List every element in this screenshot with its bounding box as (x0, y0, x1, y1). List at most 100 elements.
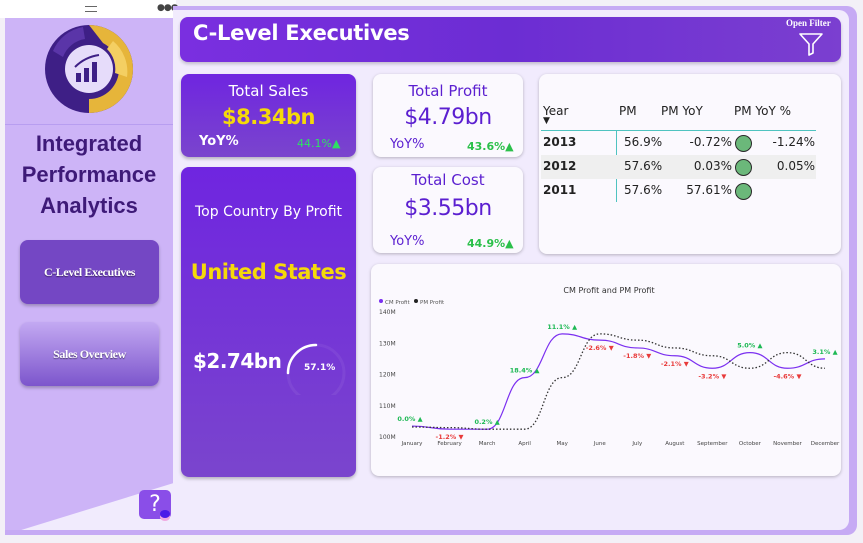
pm-table-header: Year ▼ PM PM YoY PM YoY % (541, 100, 816, 131)
top-country-name: United States (190, 260, 347, 284)
page-title: C-Level Executives (193, 21, 410, 45)
nav-sales-overview-button[interactable]: Sales Overview (20, 322, 159, 386)
profit-chart-card (371, 264, 841, 476)
sidebar-topbar: ●●● (0, 0, 179, 18)
analytics-logo-icon (45, 25, 133, 113)
app-title-line: Analytics (40, 193, 138, 218)
total-sales-card: Total Sales $8.34bn YoY% 44.1%▲ (181, 74, 356, 157)
gauge-arc (286, 343, 318, 375)
y-tick-label: 100M (379, 434, 396, 441)
top-country-gauge-label: 57.1% (304, 363, 336, 373)
total-profit-value: $4.79bn (404, 105, 492, 130)
up-triangle-icon: ▲ (331, 137, 341, 150)
x-tick-label: March (479, 441, 496, 447)
cm-profit-line (411, 333, 826, 430)
legend-pm-label: PM Profit (420, 300, 445, 306)
x-tick-label: November (773, 441, 802, 447)
data-label: 11.1% ▲ (547, 323, 577, 331)
funnel-icon[interactable] (798, 32, 824, 56)
y-tick-label: 130M (379, 340, 396, 347)
data-label: 18.4% ▲ (510, 367, 540, 375)
data-label: -2.6% ▼ (586, 344, 614, 352)
up-triangle-icon: ▲ (505, 140, 514, 153)
sidebar-corner-decoration (5, 482, 177, 535)
data-label: -4.6% ▼ (773, 372, 801, 380)
table-row: 2011 57.6% 57.61% (541, 179, 816, 203)
table-row: 2012 57.6% 0.03% 0.05% (541, 155, 816, 179)
x-tick-label: May (556, 441, 568, 447)
data-label: -3.2% ▼ (698, 372, 726, 380)
pm-yoy-pct-cell: 0.05% (776, 159, 815, 173)
data-label: 0.2% ▲ (474, 418, 499, 426)
sort-descending-icon[interactable]: ▼ (543, 116, 550, 126)
status-dot-icon (735, 159, 752, 176)
column-header-year[interactable]: Year (543, 104, 569, 118)
data-label: -2.1% ▼ (661, 360, 689, 368)
top-country-gauge (286, 343, 346, 395)
table-row: 2013 56.9% -0.72% -1.24% (541, 131, 816, 155)
x-tick-label: April (518, 441, 531, 447)
total-profit-yoy-pct: 43.6% (467, 140, 506, 153)
pm-yoy-cell: 57.61% (686, 183, 732, 197)
app-title-line: Performance (21, 162, 157, 187)
profit-line-chart: CM Profit and PM Profit CM Profit PM Pro… (379, 286, 840, 447)
header-bar (180, 17, 841, 62)
chart-title: CM Profit and PM Profit (563, 286, 654, 295)
total-sales-value: $8.34bn (222, 105, 315, 129)
x-tick-label: October (739, 441, 762, 447)
legend-pm-marker (414, 299, 418, 303)
total-cost-yoy-value: 44.9%▲ (467, 237, 514, 250)
y-tick-label: 140M (379, 309, 396, 316)
x-tick-label: June (593, 441, 607, 447)
help-badge-icon (160, 510, 170, 518)
pm-yoy-cell: 0.03% (693, 159, 732, 173)
total-profit-yoy-value: 43.6%▲ (467, 140, 514, 153)
up-triangle-icon: ▲ (505, 237, 514, 250)
x-tick-label: September (697, 441, 728, 447)
year-cell: 2012 (543, 159, 577, 173)
total-sales-yoy-label: YoY% (199, 134, 239, 149)
data-label: 3.1% ▲ (812, 348, 837, 356)
pm-yoy-pct-cell: -1.24% (772, 135, 815, 149)
year-cell: 2013 (543, 135, 577, 149)
app-title-line: Integrated (35, 131, 143, 156)
total-cost-value: $3.55bn (404, 196, 492, 221)
total-cost-yoy-label: YoY% (390, 234, 425, 249)
top-country-title: Top Country By Profit (195, 204, 342, 220)
x-tick-label: December (811, 441, 840, 447)
data-label: 5.0% ▲ (737, 342, 762, 350)
app-title: Integrated Performance Analytics (5, 128, 173, 221)
top-country-card: Top Country By Profit United States $2.7… (181, 167, 356, 477)
hamburger-icon[interactable] (85, 6, 97, 12)
total-cost-title: Total Cost (411, 171, 485, 189)
total-sales-yoy-value: 44.1%▲ (297, 137, 340, 150)
total-profit-title: Total Profit (408, 82, 488, 100)
total-sales-title: Total Sales (228, 82, 309, 100)
data-label: 0.0% ▲ (397, 415, 422, 423)
pm-table: Year ▼ PM PM YoY PM YoY % 2013 56.9% -0.… (541, 100, 816, 203)
open-filter-label[interactable]: Open Filter (786, 18, 831, 28)
total-profit-card: Total Profit $4.79bn YoY% 43.6%▲ (373, 74, 523, 157)
column-header-pm-yoy-pct[interactable]: PM YoY % (734, 104, 792, 118)
pm-cell: 56.9% (624, 135, 663, 149)
nav-c-level-executives-button[interactable]: C-Level Executives (20, 240, 159, 304)
column-header-pm[interactable]: PM (619, 104, 637, 118)
pm-cell: 57.6% (624, 159, 663, 173)
data-label: -1.8% ▼ (623, 352, 651, 360)
total-cost-yoy-pct: 44.9% (467, 237, 506, 250)
total-cost-card: Total Cost $3.55bn YoY% 44.9%▲ (373, 167, 523, 253)
total-profit-yoy-label: YoY% (390, 137, 425, 152)
x-tick-label: August (665, 441, 685, 447)
more-options-icon[interactable]: ●●● (157, 3, 179, 13)
pm-cell: 57.6% (624, 183, 663, 197)
top-country-profit-value: $2.74bn (193, 349, 282, 373)
x-tick-label: July (631, 441, 643, 447)
pm-yoy-cell: -0.72% (689, 135, 732, 149)
y-tick-label: 120M (379, 372, 396, 379)
pm-profit-line (411, 333, 826, 430)
total-sales-yoy-pct: 44.1% (297, 137, 332, 150)
status-dot-icon (735, 183, 752, 200)
column-header-pm-yoy[interactable]: PM YoY (661, 104, 703, 118)
legend-cm-marker (379, 299, 383, 303)
logo-container (5, 18, 173, 125)
